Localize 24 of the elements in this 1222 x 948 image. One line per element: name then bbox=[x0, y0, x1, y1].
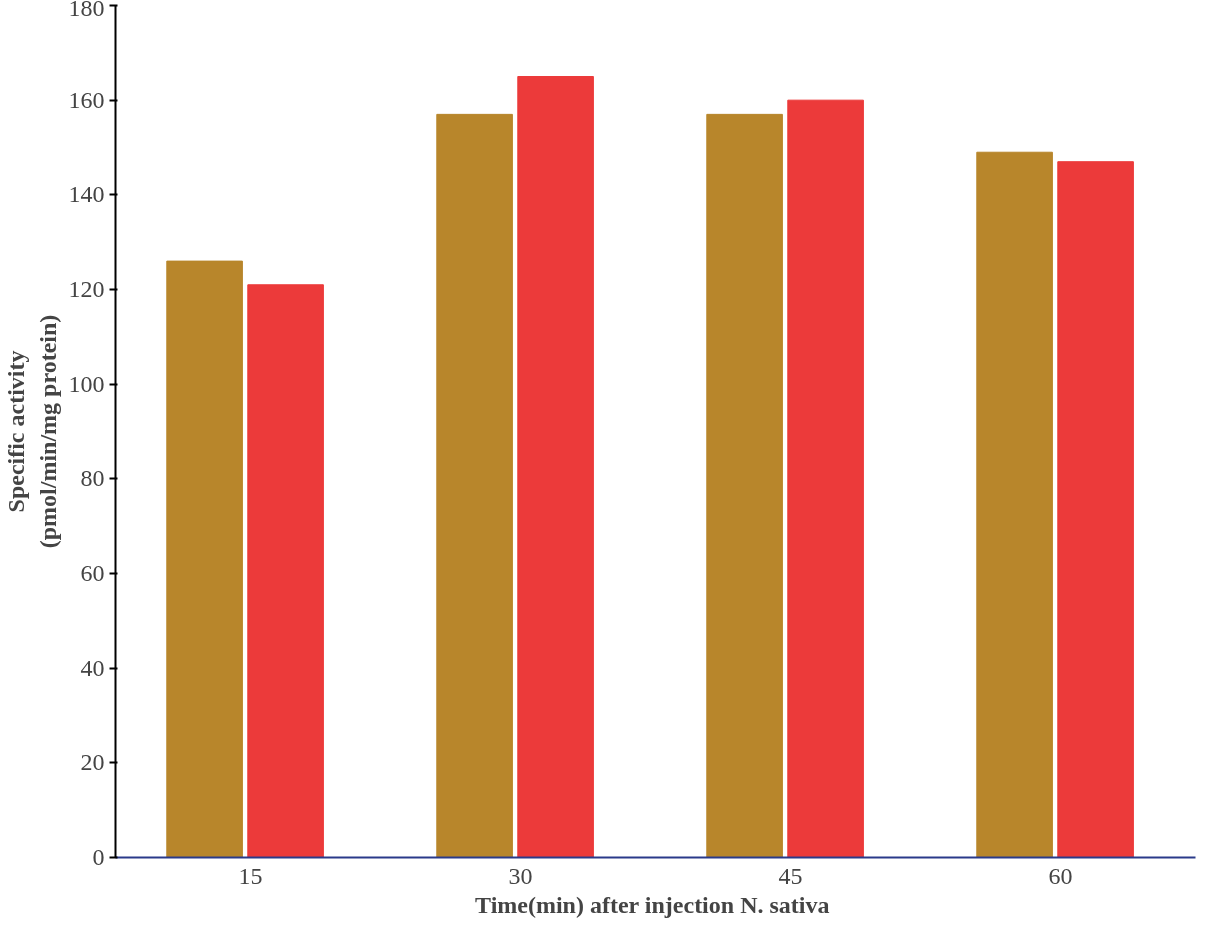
bar bbox=[436, 113, 513, 858]
x-tick-label: 60 bbox=[1048, 862, 1073, 889]
y-tick-label: 20 bbox=[80, 749, 105, 776]
bar bbox=[247, 284, 324, 858]
x-tick-label: 15 bbox=[238, 862, 263, 889]
y-tick-label: 160 bbox=[68, 86, 105, 113]
y-tick-label: 0 bbox=[92, 844, 105, 870]
bar bbox=[706, 113, 783, 858]
x-tick-label: 45 bbox=[778, 862, 803, 889]
y-axis-title: Specific activity (pmol/min/mg protein) bbox=[3, 314, 61, 549]
x-tick-label: 30 bbox=[508, 862, 533, 889]
bar bbox=[976, 151, 1053, 858]
bar bbox=[517, 76, 594, 858]
y-tick-label: 80 bbox=[80, 465, 105, 492]
y-tick-label: 100 bbox=[68, 370, 105, 397]
bar bbox=[166, 260, 243, 858]
y-tick-label: 60 bbox=[80, 560, 105, 586]
y-tick-label: 40 bbox=[80, 654, 105, 681]
y-tick-label: 180 bbox=[68, 0, 105, 21]
y-tick-label: 120 bbox=[68, 276, 105, 302]
y-tick-label: 140 bbox=[68, 181, 105, 208]
x-axis-title: Time(min) after injection N. sativa bbox=[475, 891, 830, 918]
bar bbox=[1057, 161, 1134, 858]
bar bbox=[787, 99, 864, 858]
